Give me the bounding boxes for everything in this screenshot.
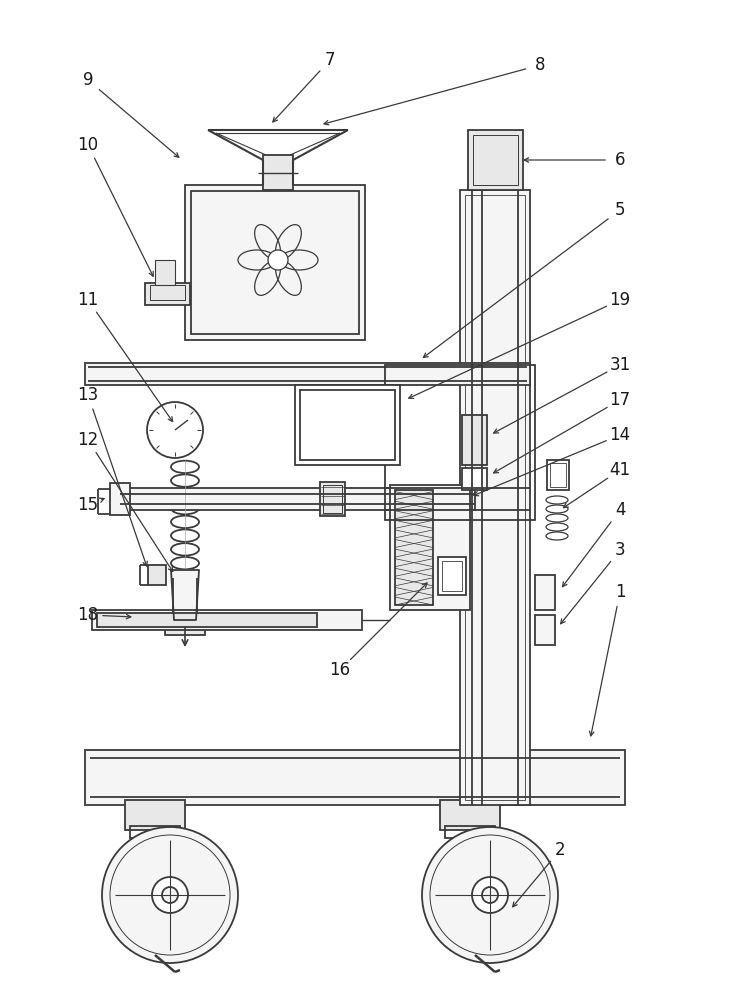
Bar <box>473 135 518 185</box>
Circle shape <box>162 887 178 903</box>
Bar <box>130 826 180 838</box>
Text: 3: 3 <box>615 541 626 559</box>
Bar <box>438 557 466 595</box>
Bar <box>145 283 190 305</box>
Bar <box>535 575 555 610</box>
Text: 17: 17 <box>610 391 631 409</box>
Bar <box>395 490 433 605</box>
Bar <box>165 620 205 635</box>
Text: 31: 31 <box>609 356 631 374</box>
Circle shape <box>268 250 288 270</box>
Bar <box>320 482 345 516</box>
Bar <box>92 610 362 630</box>
Bar <box>323 485 342 513</box>
Bar <box>460 190 530 805</box>
Text: 7: 7 <box>325 51 335 69</box>
Bar <box>263 155 293 190</box>
Bar <box>550 463 566 487</box>
Bar <box>442 561 462 591</box>
Text: 14: 14 <box>610 426 631 444</box>
Text: 4: 4 <box>615 501 626 519</box>
Bar <box>445 826 495 838</box>
Bar <box>385 365 535 520</box>
Polygon shape <box>171 570 199 620</box>
Text: 12: 12 <box>77 431 99 449</box>
Bar <box>300 390 395 460</box>
Circle shape <box>422 827 558 963</box>
Bar <box>191 191 359 334</box>
Text: 16: 16 <box>329 661 350 679</box>
Bar <box>462 415 487 465</box>
Circle shape <box>147 402 203 458</box>
Bar <box>462 468 487 490</box>
Circle shape <box>152 877 188 913</box>
Text: 13: 13 <box>77 386 99 404</box>
Bar <box>85 750 625 805</box>
Text: 15: 15 <box>77 496 98 514</box>
Text: 18: 18 <box>77 606 98 624</box>
Bar <box>465 195 525 800</box>
Text: 6: 6 <box>615 151 626 169</box>
Bar <box>148 565 166 585</box>
Bar <box>155 260 175 285</box>
Text: 41: 41 <box>610 461 631 479</box>
Text: 8: 8 <box>535 56 545 74</box>
Bar <box>295 385 400 465</box>
Bar <box>110 483 130 515</box>
Bar <box>85 363 530 385</box>
Text: 2: 2 <box>555 841 566 859</box>
Bar <box>97 613 317 627</box>
Text: 10: 10 <box>77 136 98 154</box>
Bar <box>535 615 555 645</box>
Circle shape <box>472 877 508 913</box>
Bar <box>390 485 470 610</box>
Text: 19: 19 <box>610 291 631 309</box>
Circle shape <box>482 887 498 903</box>
Bar <box>150 285 185 300</box>
Text: 1: 1 <box>615 583 626 601</box>
Bar <box>440 800 500 830</box>
Bar <box>125 800 185 830</box>
Bar <box>547 460 569 490</box>
Bar <box>185 185 365 340</box>
Bar <box>120 488 475 510</box>
Text: 5: 5 <box>615 201 626 219</box>
Circle shape <box>102 827 238 963</box>
Text: 9: 9 <box>82 71 93 89</box>
Bar <box>468 130 523 190</box>
Text: 11: 11 <box>77 291 99 309</box>
